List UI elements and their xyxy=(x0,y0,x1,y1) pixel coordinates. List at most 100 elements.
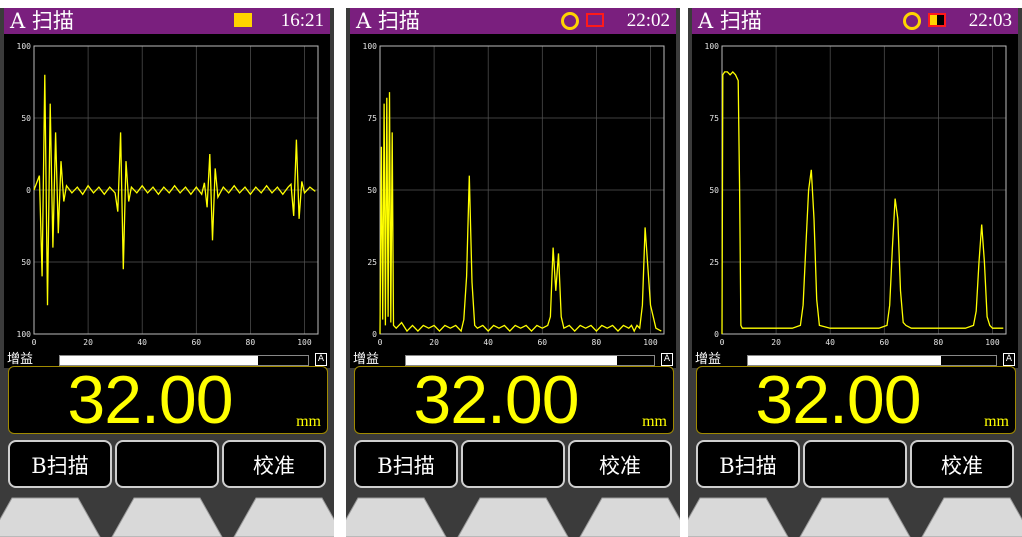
softkey-row: B扫描 校准 xyxy=(696,440,1018,490)
screen-3: A 扫描 22:03 0 20 40 60 80 100 100 75 50 25 0 增益 A 3… xyxy=(688,8,1022,537)
a-scan-chart: 0 20 40 60 80 100 100 75 50 25 0 xyxy=(705,42,1007,347)
thickness-readout: 32.00 mm xyxy=(354,362,674,438)
calibrate-button[interactable]: 校准 xyxy=(222,440,326,488)
hardware-key-1[interactable] xyxy=(346,497,447,537)
b-scan-button[interactable]: B扫描 xyxy=(696,440,800,488)
y-tick-label: 100 xyxy=(17,42,32,51)
blank-softkey-button[interactable] xyxy=(803,440,907,488)
y-tick-label: 100 xyxy=(17,330,32,339)
x-tick-label: 40 xyxy=(483,338,493,347)
gain-row: 增益 A xyxy=(692,351,1018,368)
gain-level-fill xyxy=(406,356,617,365)
gain-row: 增益 A xyxy=(4,351,330,368)
thickness-unit: mm xyxy=(984,413,1009,430)
x-tick-label: 0 xyxy=(32,338,37,347)
hardware-key-strip xyxy=(346,497,680,537)
y-tick-label: 25 xyxy=(709,258,719,267)
y-tick-label: 75 xyxy=(367,114,377,123)
a-scan-trace xyxy=(379,92,662,335)
softkey-row: B扫描 校准 xyxy=(8,440,330,490)
calibrate-button[interactable]: 校准 xyxy=(568,440,672,488)
yellow-ring-icon xyxy=(903,12,921,30)
x-tick-label: 80 xyxy=(246,338,256,347)
hardware-key-1[interactable] xyxy=(0,497,101,537)
gain-slider[interactable] xyxy=(59,355,309,366)
hardware-key-3[interactable] xyxy=(233,497,334,537)
calibrate-button[interactable]: 校准 xyxy=(910,440,1014,488)
y-tick-label: 100 xyxy=(363,42,378,51)
b-scan-button[interactable]: B扫描 xyxy=(354,440,458,488)
x-tick-label: 100 xyxy=(297,338,312,347)
thickness-value: 32.00 xyxy=(413,362,579,438)
blank-softkey-button[interactable] xyxy=(461,440,565,488)
x-tick-label: 20 xyxy=(83,338,93,347)
a-scan-chart: 0 20 40 60 80 100 100 75 50 25 0 xyxy=(363,42,665,347)
x-tick-label: 0 xyxy=(378,338,383,347)
b-scan-button[interactable]: B扫描 xyxy=(8,440,112,488)
clock: 16:21 xyxy=(280,10,324,31)
a-scan-plot: 0 20 40 60 80 100 100 75 50 25 0 xyxy=(350,34,676,351)
mode-title: A 扫描 xyxy=(698,9,762,33)
gain-mode-badge: A xyxy=(315,353,327,366)
gain-label: 增益 xyxy=(695,352,722,367)
mode-title: A 扫描 xyxy=(10,9,74,33)
x-tick-label: 80 xyxy=(934,338,944,347)
hardware-key-1[interactable] xyxy=(688,497,789,537)
x-tick-label: 40 xyxy=(137,338,147,347)
x-tick-label: 20 xyxy=(429,338,439,347)
gain-label: 增益 xyxy=(7,352,34,367)
thickness-unit: mm xyxy=(296,413,321,430)
clock: 22:02 xyxy=(626,10,670,31)
gain-mode-badge: A xyxy=(1003,353,1015,366)
x-tick-label: 60 xyxy=(879,338,889,347)
gain-level-fill xyxy=(60,356,259,365)
hardware-key-2[interactable] xyxy=(799,497,911,537)
title-bar: A 扫描 22:03 xyxy=(692,8,1018,34)
y-tick-label: 50 xyxy=(21,114,31,123)
gain-label: 增益 xyxy=(353,352,380,367)
y-tick-label: 50 xyxy=(367,186,377,195)
plot-frame xyxy=(379,45,665,335)
blank-softkey-button[interactable] xyxy=(115,440,219,488)
gain-level-fill xyxy=(748,356,942,365)
y-tick-label: 100 xyxy=(705,42,720,51)
red-battery-icon xyxy=(586,13,604,27)
hardware-key-2[interactable] xyxy=(111,497,223,537)
thickness-value: 32.00 xyxy=(67,362,233,438)
title-bar: A 扫描 16:21 xyxy=(4,8,330,34)
a-scan-plot: 0 20 40 60 80 100 100 75 50 25 0 xyxy=(692,34,1018,351)
clock: 22:03 xyxy=(968,10,1012,31)
x-tick-label: 0 xyxy=(720,338,725,347)
y-tick-label: 75 xyxy=(709,114,719,123)
y-tick-label: 50 xyxy=(21,258,31,267)
hardware-key-3[interactable] xyxy=(579,497,680,537)
screen-1: A 扫描 16:21 0 20 40 60 80 100 100 50 0 50 100 增益 A … xyxy=(0,8,334,537)
gain-slider[interactable] xyxy=(747,355,997,366)
hardware-key-strip xyxy=(688,497,1022,537)
mode-title: A 扫描 xyxy=(356,9,420,33)
gain-mode-badge: A xyxy=(661,353,673,366)
y-tick-label: 0 xyxy=(372,330,377,339)
y-tick-label: 0 xyxy=(714,330,719,339)
hardware-key-3[interactable] xyxy=(921,497,1022,537)
thickness-value: 32.00 xyxy=(755,362,921,438)
a-scan-trace xyxy=(721,70,1004,335)
hardware-key-2[interactable] xyxy=(457,497,569,537)
title-bar: A 扫描 22:02 xyxy=(350,8,676,34)
thickness-unit: mm xyxy=(642,413,667,430)
a-scan-chart: 0 20 40 60 80 100 100 50 0 50 100 xyxy=(17,42,319,347)
softkey-row: B扫描 校准 xyxy=(354,440,676,490)
x-tick-label: 100 xyxy=(985,338,1000,347)
a-scan-plot: 0 20 40 60 80 100 100 50 0 50 100 xyxy=(4,34,330,351)
yellow-battery-icon xyxy=(234,13,252,27)
screen-2: A 扫描 22:02 0 20 40 60 80 100 100 75 50 25 0 增益 A 3… xyxy=(346,8,680,537)
x-tick-label: 20 xyxy=(771,338,781,347)
x-tick-label: 80 xyxy=(592,338,602,347)
thickness-readout: 32.00 mm xyxy=(8,362,328,438)
gain-slider[interactable] xyxy=(405,355,655,366)
x-tick-label: 60 xyxy=(191,338,201,347)
x-tick-label: 40 xyxy=(825,338,835,347)
x-tick-label: 60 xyxy=(537,338,547,347)
y-tick-label: 0 xyxy=(26,186,31,195)
yellow-ring-icon xyxy=(561,12,579,30)
